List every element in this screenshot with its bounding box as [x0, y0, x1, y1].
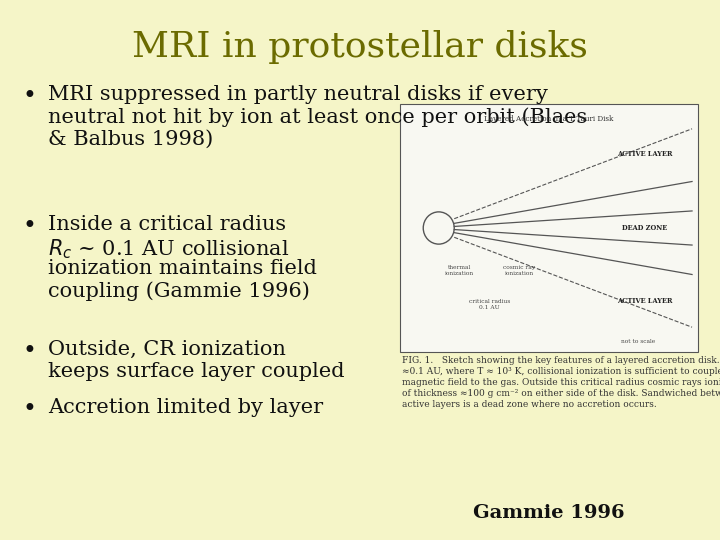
- Text: •: •: [22, 398, 36, 421]
- Text: Accretion limited by layer: Accretion limited by layer: [48, 398, 323, 417]
- Text: cosmic ray
ionization: cosmic ray ionization: [503, 265, 535, 276]
- Text: •: •: [22, 340, 36, 363]
- Text: thermal
ionization: thermal ionization: [445, 265, 474, 276]
- Text: •: •: [22, 215, 36, 238]
- Text: •: •: [22, 85, 36, 108]
- Text: coupling (Gammie 1996): coupling (Gammie 1996): [48, 281, 310, 301]
- Text: Layered Accretion in a T Tauri Disk: Layered Accretion in a T Tauri Disk: [485, 115, 613, 123]
- Text: MRI suppressed in partly neutral disks if every
neutral not hit by ion at least : MRI suppressed in partly neutral disks i…: [48, 85, 588, 149]
- Text: critical radius
0.1 AU: critical radius 0.1 AU: [469, 299, 510, 310]
- Text: ACTIVE LAYER: ACTIVE LAYER: [616, 150, 672, 158]
- Text: DEAD ZONE: DEAD ZONE: [622, 224, 667, 232]
- Text: not to scale: not to scale: [621, 339, 655, 345]
- Text: Gammie 1996: Gammie 1996: [473, 504, 625, 522]
- Text: ACTIVE LAYER: ACTIVE LAYER: [616, 297, 672, 305]
- Text: FIG. 1.   Sketch showing the key features of a layered accretion disk. Inside
≈0: FIG. 1. Sketch showing the key features …: [402, 356, 720, 409]
- Text: $R_c$ ~ 0.1 AU collisional: $R_c$ ~ 0.1 AU collisional: [48, 237, 289, 261]
- Text: Outside, CR ionization
keeps surface layer coupled: Outside, CR ionization keeps surface lay…: [48, 340, 344, 381]
- Text: ionization maintains field: ionization maintains field: [48, 259, 317, 278]
- Text: MRI in protostellar disks: MRI in protostellar disks: [132, 30, 588, 64]
- Text: Inside a critical radius: Inside a critical radius: [48, 215, 286, 234]
- Bar: [400, 104, 698, 352]
